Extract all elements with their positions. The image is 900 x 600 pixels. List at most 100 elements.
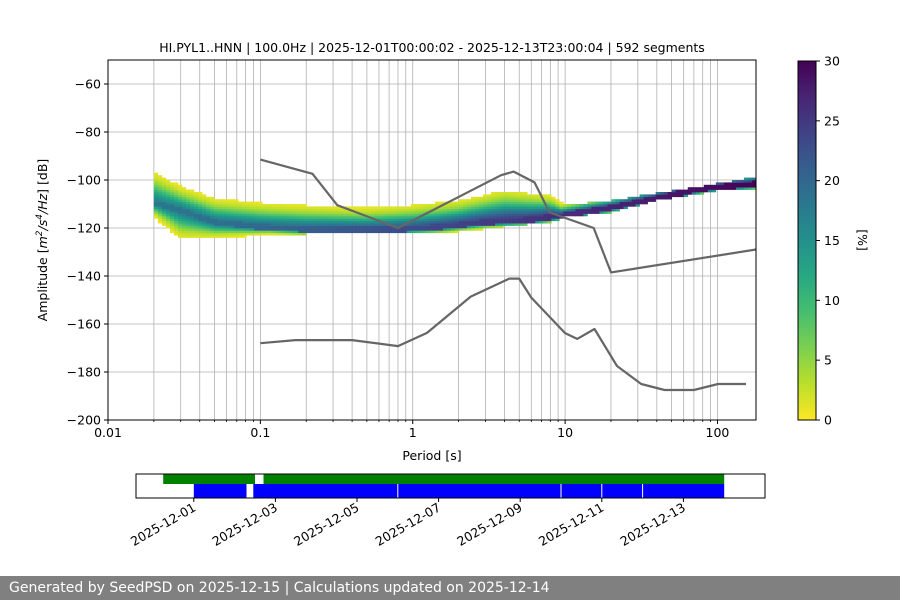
heatmap-cell	[198, 235, 203, 238]
heatmap-cell	[210, 213, 215, 217]
heatmap-cell	[491, 225, 496, 229]
heatmap-cell	[302, 216, 307, 219]
heatmap-cell	[591, 204, 596, 207]
heatmap-cell	[543, 220, 548, 224]
heatmap-cell	[394, 218, 400, 222]
heatmap-cell	[358, 220, 363, 224]
coverage-timeline: 2025-12-01 2025-12-03 2025-12-05 2025-12-07…	[128, 473, 766, 549]
timeline-bars	[163, 474, 725, 498]
heatmap-cell	[238, 235, 243, 238]
heatmap-cell	[515, 196, 520, 200]
y-tick-label: −120	[67, 221, 101, 236]
heatmap-cell	[483, 196, 488, 200]
heatmap-cell	[370, 213, 375, 217]
heatmap-cell	[454, 206, 460, 210]
heatmap-cell	[214, 201, 219, 205]
heatmap-cell	[611, 201, 616, 205]
x-tick-label: 100	[706, 425, 730, 440]
heatmap-cell	[202, 218, 207, 222]
heatmap-cell	[687, 192, 693, 195]
heatmap-cell	[350, 218, 355, 222]
heatmap-cell	[503, 204, 508, 207]
heatmap-cell	[157, 189, 163, 193]
heatmap-cell	[639, 199, 644, 202]
heatmap-cell	[479, 220, 484, 224]
heatmap-cell	[543, 216, 548, 219]
heatmap-cell	[189, 216, 195, 219]
heatmap-cell	[210, 201, 215, 205]
heatmap-cell	[398, 208, 404, 212]
heatmap-cell	[153, 175, 159, 178]
heatmap-cell	[527, 204, 532, 207]
heatmap-cell	[334, 206, 339, 210]
heatmap-cell	[394, 211, 400, 214]
heatmap-cell	[226, 206, 231, 210]
heatmap-cell	[458, 223, 464, 226]
heatmap-cell	[414, 213, 420, 217]
heatmap-cell	[603, 201, 608, 205]
heatmap-cell	[743, 177, 749, 181]
heatmap-cell	[547, 213, 552, 217]
heatmap-cell	[222, 213, 227, 217]
heatmap-cell	[161, 213, 167, 217]
heatmap-cell	[535, 208, 540, 212]
heatmap-cell	[495, 208, 500, 212]
heatmap-cell	[507, 218, 512, 222]
heatmap-cell	[198, 196, 203, 200]
heatmap-cell	[230, 220, 235, 224]
heatmap-cell	[470, 201, 476, 205]
heatmap-cell	[282, 213, 287, 217]
heatmap-cell	[462, 218, 468, 222]
heatmap-cell	[450, 211, 456, 214]
heatmap-cell	[655, 196, 660, 200]
heatmap-cell	[386, 208, 392, 212]
heatmap-cell	[274, 216, 279, 219]
heatmap-cell	[342, 211, 347, 214]
heatmap-cell	[161, 184, 167, 188]
heatmap-cell	[218, 206, 223, 210]
heatmap-cell	[173, 213, 179, 217]
heatmap-cell	[555, 204, 560, 207]
heatmap-cell	[189, 199, 195, 202]
heatmap-cell	[691, 192, 697, 195]
colorbar-tick-label: 0	[824, 413, 832, 428]
heatmap-cell	[157, 182, 163, 186]
heatmap-cell	[198, 225, 203, 229]
heatmap-cell	[370, 230, 375, 234]
heatmap-cell	[322, 218, 327, 222]
heatmap-cell	[222, 223, 227, 226]
heatmap-cell	[386, 213, 392, 217]
footer-bar: Generated by SeedPSD on 2025-12-15 | Cal…	[0, 576, 900, 600]
heatmap-cell	[322, 230, 327, 234]
heatmap-cell	[350, 216, 355, 219]
heatmap-cell	[406, 230, 412, 234]
data-coverage-bar	[163, 474, 255, 484]
heatmap-cell	[695, 192, 701, 195]
heatmap-cell	[458, 216, 464, 219]
heatmap-cell	[499, 194, 504, 198]
heatmap-cell	[466, 225, 472, 229]
heatmap-cell	[198, 213, 203, 217]
heatmap-cell	[475, 220, 480, 224]
heatmap-cell	[161, 204, 167, 207]
heatmap-cell	[165, 223, 171, 226]
heatmap-cell	[462, 201, 468, 205]
heatmap-cell	[374, 211, 379, 214]
heatmap-cell	[194, 199, 199, 202]
heatmap-cell	[551, 211, 556, 214]
heatmap-cell	[583, 204, 588, 207]
colorbar-label: [%]	[855, 229, 870, 251]
heatmap-cell	[370, 220, 375, 224]
heatmap-cell	[214, 218, 219, 222]
heatmap-cell	[523, 196, 528, 200]
heatmap-cell	[511, 194, 516, 198]
heatmap-cell	[495, 201, 500, 205]
heatmap-cell	[446, 206, 452, 210]
heatmap-cell	[382, 208, 387, 212]
heatmap-cell	[234, 225, 239, 229]
heatmap-cell	[169, 220, 175, 224]
heatmap-cell	[234, 235, 239, 238]
heatmap-cell	[446, 220, 452, 224]
heatmap-cell	[623, 206, 628, 210]
heatmap-cell	[234, 204, 239, 207]
